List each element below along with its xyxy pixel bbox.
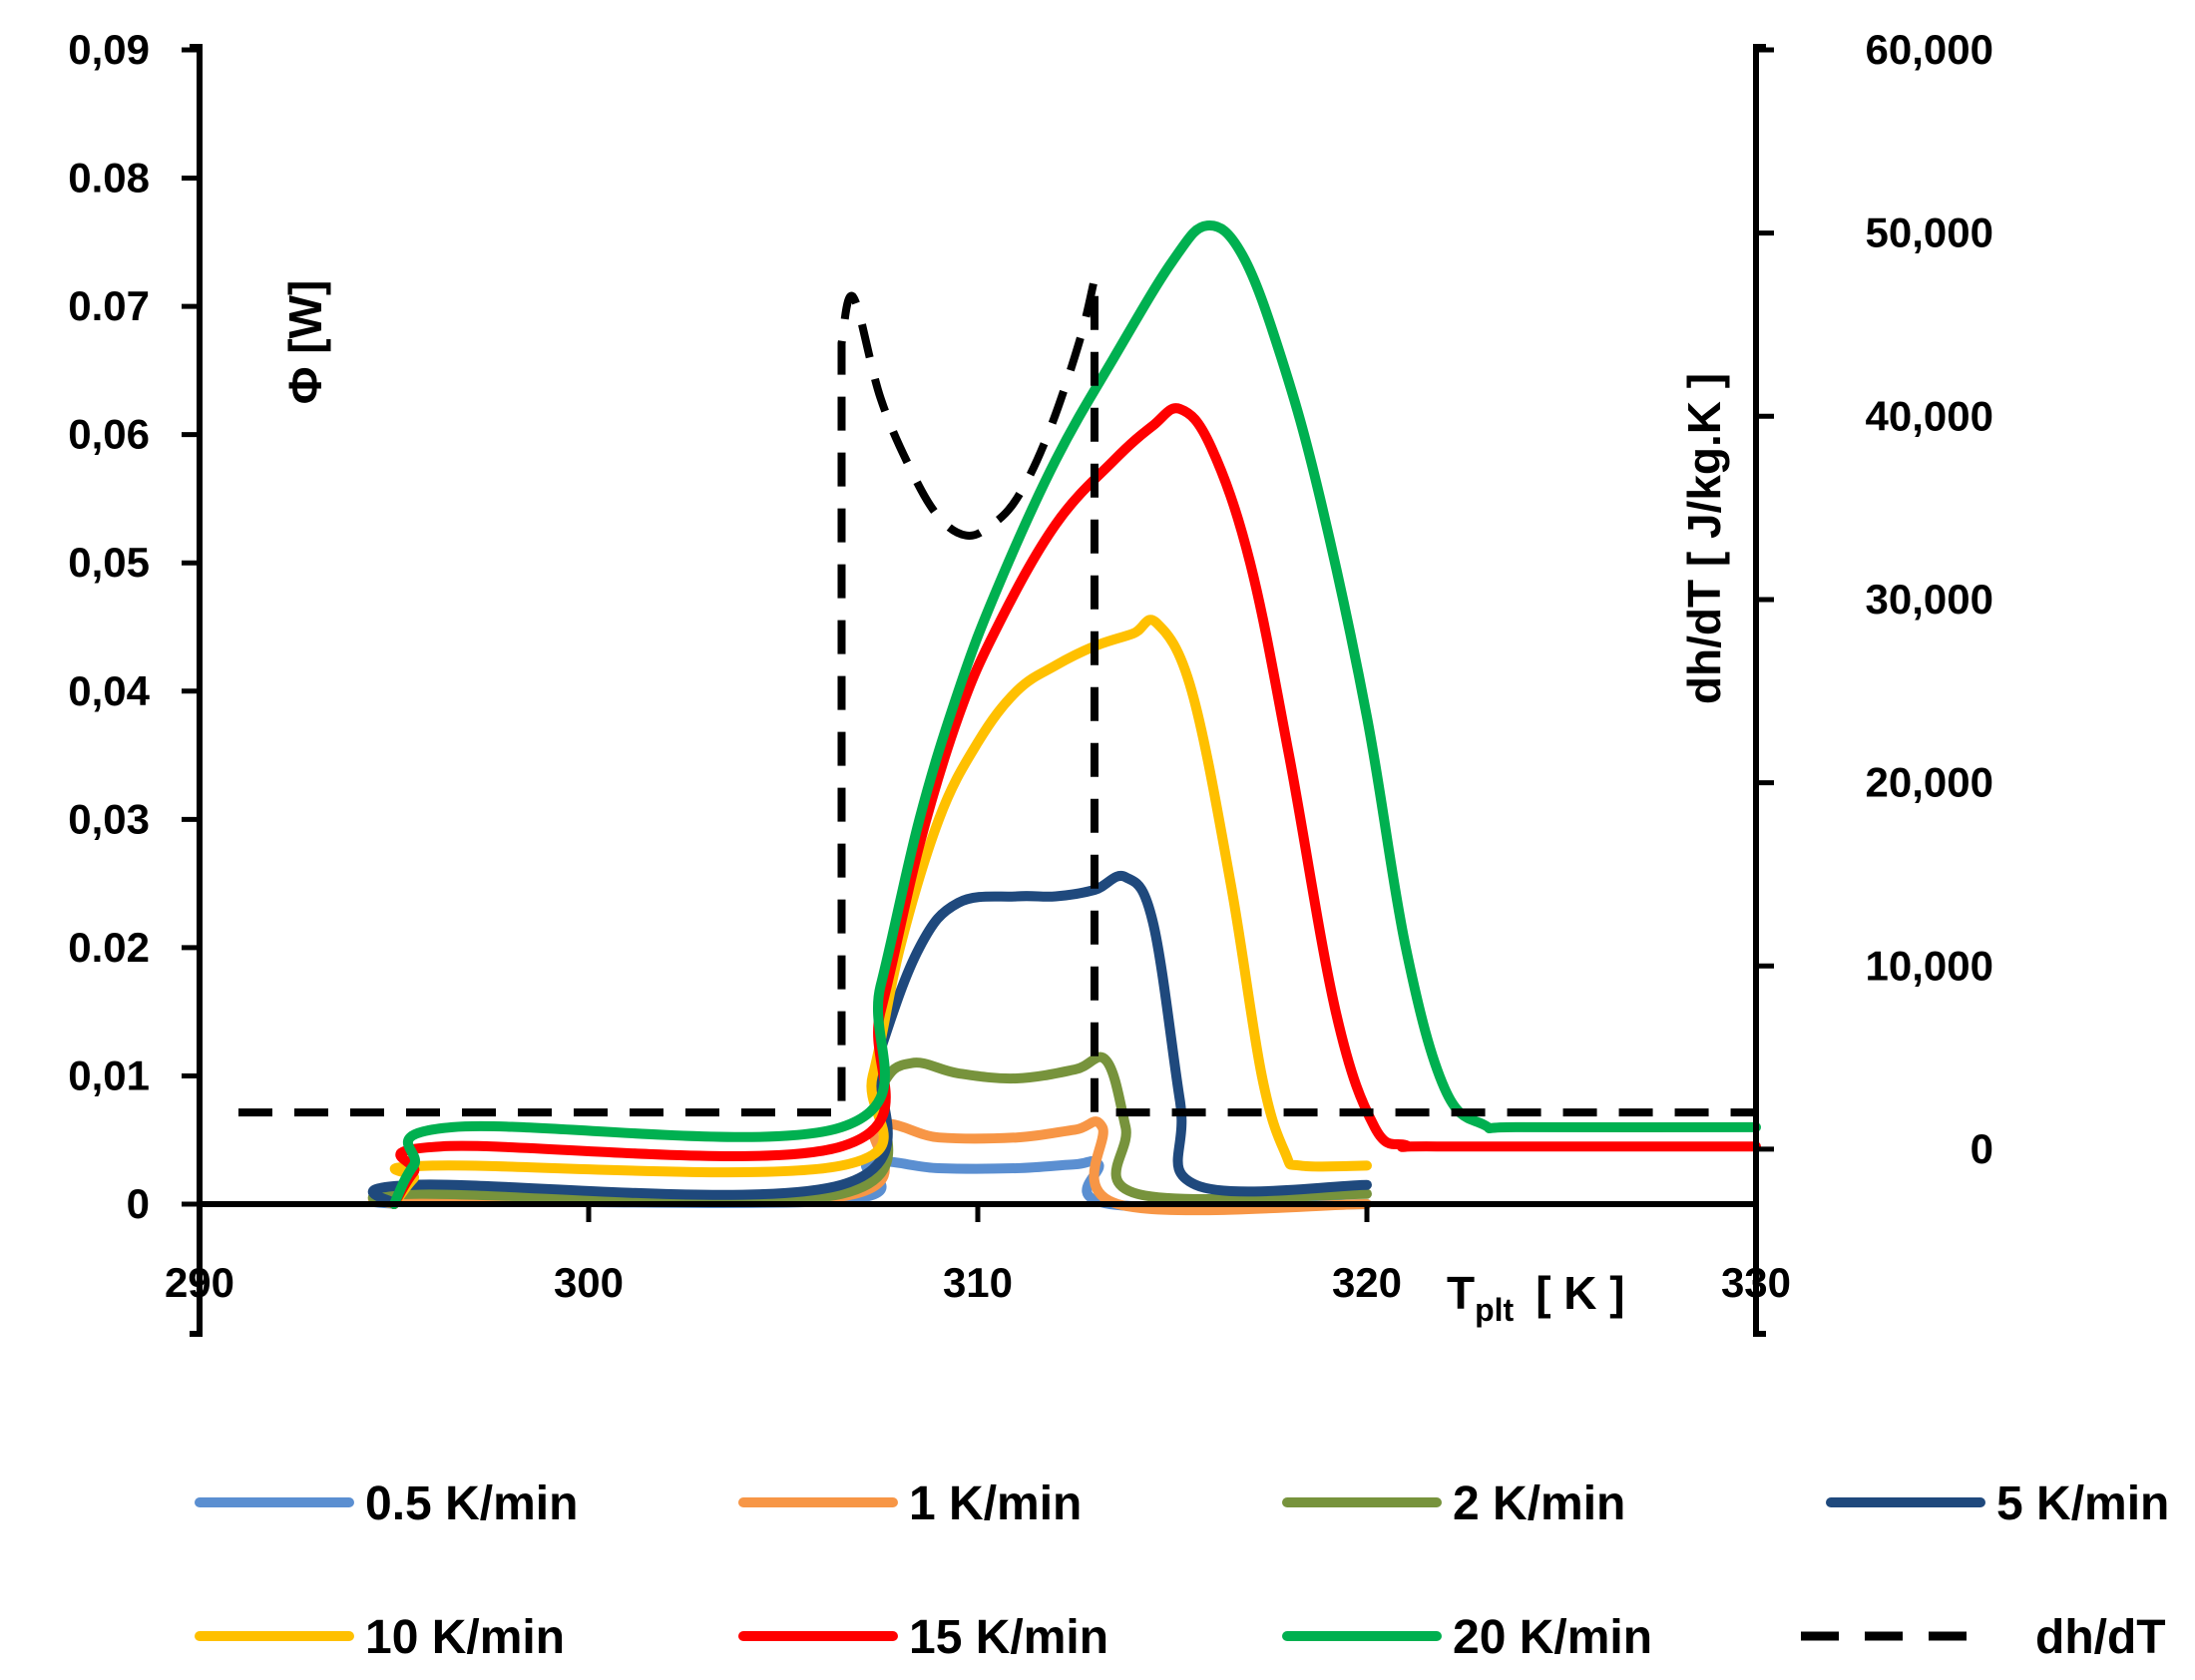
legend-label: 15 K/min [909,1611,1108,1664]
legend-item-15-k-min: 15 K/min [738,1611,1108,1664]
y-right-axis-title: dh/dT [ J/kg.K ] [1678,373,1730,704]
x-axis-title: Tplt [ K ] [1447,1267,1625,1328]
legend-item-2-k-min: 2 K/min [1282,1477,1625,1530]
x-axis-title-main: T [1447,1267,1475,1319]
legend-label: 20 K/min [1453,1611,1652,1664]
x-axis-title-unit: [ K ] [1536,1267,1624,1319]
y-right-tick-label: 30,000 [1866,576,1993,623]
legend-label: 5 K/min [1996,1477,2169,1530]
y-left-tick-label: 0,06 [68,411,150,458]
plot-series [238,220,1761,1216]
series-line-10-k-min [389,615,1372,1209]
y-right-tick-label: 40,000 [1866,392,1993,439]
series-line-20-k-min [389,220,1761,1209]
y-left-tick-label: 0.02 [68,924,150,971]
legend-label: 1 K/min [909,1477,1082,1530]
x-tick-label: 300 [554,1259,624,1306]
y-right-tick-label: 0 [1971,1125,1993,1172]
legend-item-1-k-min: 1 K/min [738,1477,1082,1530]
legend-item-dh-dt: dh/dT [1801,1611,2166,1664]
x-axis-title-sub: plt [1475,1292,1514,1328]
series-line-15-k-min [389,403,1761,1209]
legend-label: 2 K/min [1453,1477,1625,1530]
legend-label: 10 K/min [365,1611,565,1664]
legend-item-10-k-min: 10 K/min [195,1611,565,1664]
y-left-tick-label: 0.08 [68,155,150,202]
y-left-tick-label: 0,05 [68,539,150,586]
x-tick-label: 330 [1721,1259,1791,1306]
y-right-tick-label: 50,000 [1866,210,1993,256]
x-tick-label: 320 [1332,1259,1402,1306]
legend-item-0-5-k-min: 0.5 K/min [195,1477,578,1530]
series-line-dh-dt [238,274,1756,1117]
legend-item-20-k-min: 20 K/min [1282,1611,1652,1664]
series-line-5-k-min [367,870,1372,1209]
y-left-tick-label: 0,04 [68,667,150,714]
y-left-tick-label: 0.07 [68,282,150,329]
y-left-tick-label: 0,03 [68,795,150,842]
ticks: 0 0,01 0.02 0,03 0,04 0,05 0,06 0.07 0.08 0,09 0 10… [68,26,1993,1306]
y-left-axis-title: Φ [W] [279,280,331,405]
x-tick-label: 290 [165,1259,234,1306]
y-left-tick-label: 0,09 [68,26,150,73]
y-right-tick-label: 60,000 [1866,26,1993,73]
y-right-tick-label: 20,000 [1866,759,1993,806]
series-line-2-k-min [367,1051,1372,1209]
legend-label: 0.5 K/min [365,1477,578,1530]
y-right-tick-label: 10,000 [1866,942,1993,989]
y-left-tick-label: 0 [127,1180,150,1227]
legend: 0.5 K/min 1 K/min 2 K/min 5 K/min 10 K/min 15… [195,1477,2169,1664]
x-tick-label: 310 [943,1259,1013,1306]
legend-label: dh/dT [2035,1611,2166,1664]
y-left-tick-label: 0,01 [68,1051,150,1098]
legend-item-5-k-min: 5 K/min [1826,1477,2169,1530]
